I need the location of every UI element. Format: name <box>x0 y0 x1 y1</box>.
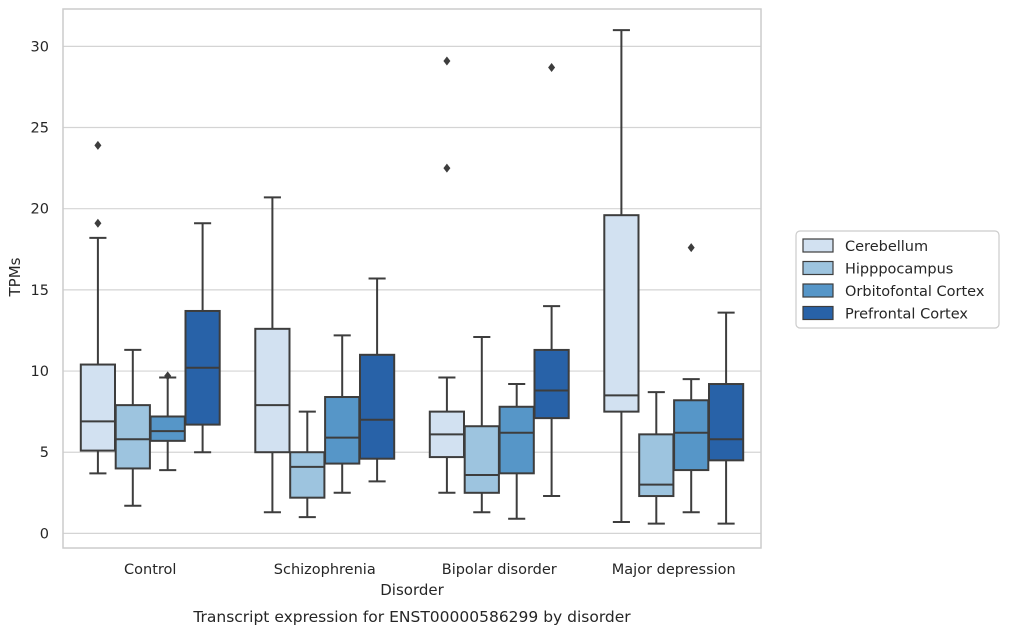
chart-title: Transcript expression for ENST0000058629… <box>192 608 631 626</box>
iqr-box <box>707 383 745 462</box>
legend-swatch <box>802 305 834 321</box>
iqr-box <box>324 396 361 465</box>
boxes <box>79 29 745 525</box>
outlier-point <box>443 163 451 173</box>
iqr-box <box>114 404 151 470</box>
iqr-box <box>358 353 396 460</box>
iqr-box <box>498 405 535 475</box>
iqr-box <box>603 214 640 413</box>
outlier-point <box>164 371 172 381</box>
legend-label: Cerebellum <box>845 239 928 255</box>
y-tick-label: 15 <box>31 283 49 299</box>
box-cerebellum <box>79 140 117 475</box>
x-tick-label: Control <box>124 562 176 578</box>
iqr-box <box>289 451 326 499</box>
legend-swatch <box>802 238 834 253</box>
x-tick-label: Major depression <box>612 562 736 578</box>
legend-frame <box>795 230 1000 329</box>
legend-swatch <box>802 283 834 298</box>
iqr-box <box>79 363 117 452</box>
iqr-box <box>673 399 710 472</box>
y-tick-label: 5 <box>40 445 49 461</box>
iqr-box <box>463 425 500 494</box>
box-orbitofontal-cortex <box>673 243 710 514</box>
x-tick-label: Schizophrenia <box>274 562 376 578</box>
outlier-point <box>94 140 102 150</box>
outlier-point <box>94 218 102 228</box>
y-tick-label: 30 <box>31 39 49 55</box>
box-cerebellum <box>254 196 291 514</box>
box-prefrontal-cortex <box>184 222 221 454</box>
box-prefrontal-cortex <box>358 277 396 483</box>
y-tick-labels: 0 5 10 15 20 25 30 <box>31 39 49 542</box>
box-hipppocampus <box>463 335 500 514</box>
plot-frame <box>62 8 762 549</box>
y-tick-label: 0 <box>40 526 49 542</box>
box-orbitofontal-cortex <box>149 371 186 472</box>
box-cerebellum <box>603 29 640 524</box>
box-hipppocampus <box>289 410 326 519</box>
outlier-point <box>687 243 695 253</box>
y-tick-label: 25 <box>31 121 49 137</box>
y-axis-label: TPMs <box>6 257 24 297</box>
box-hipppocampus <box>114 348 151 507</box>
box-orbitofontal-cortex <box>498 383 535 520</box>
grid-lines <box>63 45 761 534</box>
x-tick-label: Bipolar disorder <box>442 562 557 578</box>
legend-label: Prefrontal Cortex <box>845 307 968 323</box>
iqr-box <box>149 415 186 442</box>
iqr-box <box>254 327 291 454</box>
iqr-box <box>533 348 570 420</box>
x-axis-label: Disorder <box>380 581 444 599</box>
box-hipppocampus <box>638 391 675 525</box>
legend-label: Hipppocampus <box>845 262 953 278</box>
legend-label: Orbitofontal Cortex <box>845 284 985 300</box>
box-cerebellum <box>428 56 466 494</box>
legend-swatch <box>802 260 834 276</box>
x-tick-labels: Control Schizophrenia Bipolar disorder Majo… <box>124 562 736 578</box>
box-orbitofontal-cortex <box>324 334 361 494</box>
outlier-point <box>548 62 556 72</box>
box-prefrontal-cortex <box>707 311 745 525</box>
box-prefrontal-cortex <box>533 62 570 498</box>
y-tick-label: 10 <box>31 364 49 380</box>
iqr-box <box>638 433 675 498</box>
legend: Cerebellum Hipppocampus Orbitofontal Corte… <box>795 230 1000 329</box>
outlier-point <box>443 56 451 66</box>
y-tick-label: 20 <box>31 202 49 218</box>
